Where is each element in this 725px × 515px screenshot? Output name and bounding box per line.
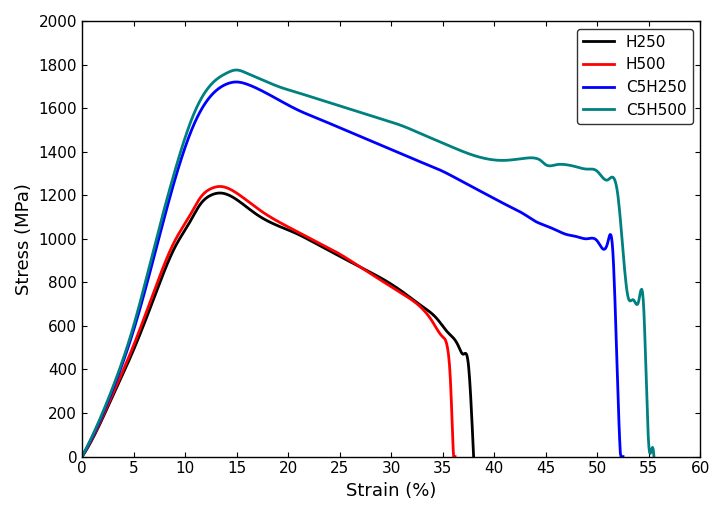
H500: [215, 183, 224, 190]
H500: [316, 241, 325, 247]
C5H500: [426, 134, 434, 141]
C5H250: [423, 162, 431, 168]
C5H500: [113, 373, 122, 379]
C5H500: [232, 67, 241, 73]
H250: [469, 454, 478, 460]
Line: C5H500: C5H500: [82, 70, 654, 457]
C5H250: [392, 149, 401, 155]
Line: H250: H250: [82, 193, 473, 457]
C5H500: [571, 163, 579, 169]
H250: [415, 301, 424, 307]
H500: [295, 230, 304, 236]
H500: [304, 235, 313, 241]
C5H250: [111, 380, 120, 386]
C5H250: [544, 224, 553, 230]
C5H500: [443, 142, 452, 148]
H250: [375, 274, 384, 280]
H250: [305, 237, 314, 244]
C5H500: [512, 156, 521, 162]
H500: [78, 454, 86, 460]
C5H250: [618, 454, 627, 460]
C5H500: [410, 128, 419, 134]
C5H500: [650, 454, 658, 460]
H500: [399, 291, 408, 298]
Line: C5H250: C5H250: [82, 82, 623, 457]
C5H250: [489, 195, 497, 201]
H250: [102, 408, 110, 414]
Y-axis label: Stress (MPa): Stress (MPa): [15, 183, 33, 295]
H250: [316, 243, 325, 249]
H250: [328, 249, 336, 255]
C5H250: [78, 454, 86, 460]
Line: H500: H500: [82, 186, 455, 457]
H500: [361, 267, 370, 273]
Legend: H250, H500, C5H250, C5H500: H250, H500, C5H250, C5H500: [577, 29, 692, 124]
C5H250: [407, 155, 415, 161]
H250: [78, 454, 86, 460]
H500: [101, 408, 109, 415]
H250: [215, 190, 224, 196]
C5H500: [78, 454, 86, 460]
X-axis label: Strain (%): Strain (%): [346, 482, 436, 500]
H500: [451, 454, 460, 460]
C5H250: [232, 79, 241, 85]
